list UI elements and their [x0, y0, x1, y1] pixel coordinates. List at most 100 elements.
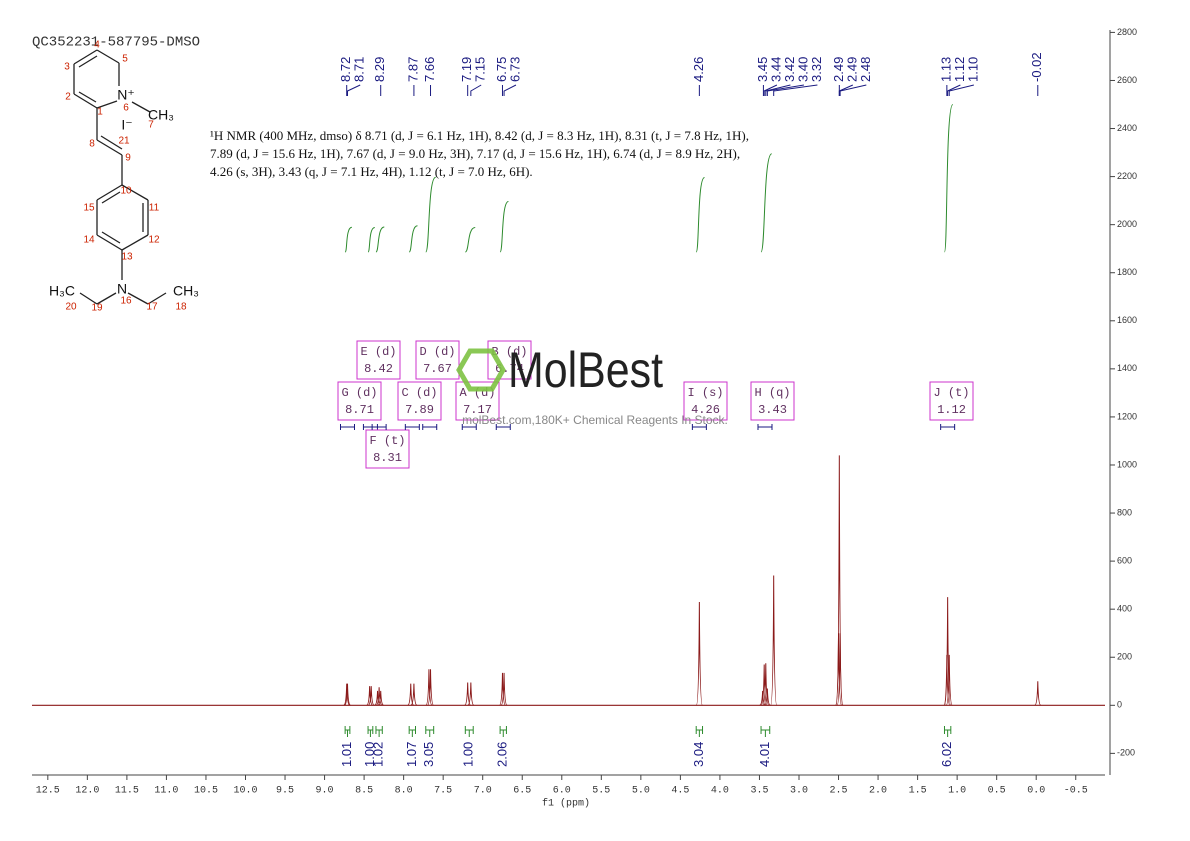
multiplet-shift: 1.12 — [937, 403, 966, 417]
peak — [695, 601, 703, 706]
atom-label: I⁻ — [121, 117, 132, 133]
integral-label: 1.07 — [404, 742, 419, 767]
y-tick-label: 1800 — [1117, 267, 1137, 277]
peak-label-connector — [839, 84, 867, 96]
multiplet-label: B (d) — [491, 345, 527, 359]
atom-number: 20 — [65, 302, 77, 313]
y-tick-label: 2600 — [1117, 75, 1137, 85]
peak-label: 2.48 — [858, 57, 873, 82]
atom-number: 6 — [123, 103, 129, 114]
multiplet-box — [750, 381, 795, 421]
multiplet-shift: 8.31 — [373, 451, 402, 465]
peak-label: 3.42 — [782, 57, 797, 82]
atom-number: 2 — [65, 92, 71, 103]
peak-label: 3.32 — [809, 57, 824, 82]
y-tick-label: 600 — [1117, 555, 1132, 565]
peak-label-connector — [838, 84, 854, 96]
atom-number: 14 — [83, 235, 95, 246]
x-tick-label: 9.5 — [276, 786, 294, 797]
peak-label: 3.40 — [795, 57, 810, 82]
peak — [836, 633, 844, 706]
x-tick-label: 11.0 — [154, 786, 178, 797]
integral-label: 1.01 — [339, 742, 354, 767]
atom-number: 18 — [175, 302, 187, 313]
multiplet-box — [365, 429, 410, 469]
integral-label: 2.06 — [495, 742, 510, 767]
integral-bracket — [344, 726, 351, 737]
y-tick-label: 200 — [1117, 652, 1132, 662]
multiplet-shift: 8.42 — [364, 362, 393, 376]
peak — [410, 683, 418, 706]
peak — [770, 575, 778, 706]
multiplet-marker — [691, 424, 707, 430]
peak-label: 8.29 — [372, 57, 387, 82]
peak-label: 7.87 — [405, 57, 420, 82]
atom-number: 4 — [94, 40, 100, 51]
annotation-line: ¹H NMR (400 MHz, dmso) δ 8.71 (d, J = 6.… — [210, 128, 749, 143]
multiplet-label: G (d) — [341, 386, 377, 400]
y-tick-label: 400 — [1117, 604, 1132, 614]
integral-bracket — [367, 726, 374, 737]
multiplet-marker — [940, 424, 956, 430]
annotation: ¹H NMR (400 MHz, dmso) δ 8.71 (d, J = 6.… — [210, 128, 749, 179]
annotation-line: 7.89 (d, J = 15.6 Hz, 1H), 7.67 (d, J = … — [210, 146, 740, 161]
peak-label: 1.13 — [938, 57, 953, 82]
integral-bracket — [375, 726, 383, 737]
peak — [945, 654, 953, 706]
x-tick-label: 3.5 — [750, 786, 768, 797]
multiplet-box — [337, 381, 382, 421]
peak-label-connector — [948, 84, 974, 96]
x-tick-label: 6.0 — [553, 786, 571, 797]
peak — [1034, 681, 1042, 706]
peak-label: 8.72 — [338, 57, 353, 82]
y-tick-label: 0 — [1117, 700, 1122, 710]
multiplet-label: D (d) — [419, 345, 455, 359]
x-tick-label: 8.0 — [395, 786, 413, 797]
x-tick-label: 4.5 — [671, 786, 689, 797]
x-tick-label: 0.0 — [1027, 786, 1045, 797]
multiplet-marker — [404, 424, 420, 430]
integral-bracket — [425, 726, 435, 737]
peak-label: 7.19 — [459, 57, 474, 82]
multiplet-box — [415, 340, 460, 380]
watermark-tagline: molBest.com,180K+ Chemical Reagents In S… — [462, 413, 728, 427]
atom-number: 21 — [118, 136, 130, 147]
integral-curve — [943, 104, 954, 253]
chart-title: QC352231-587795-DMSO — [32, 35, 200, 51]
peak — [375, 687, 383, 706]
peak-label: 4.26 — [691, 57, 706, 82]
multiplet-marker — [461, 424, 477, 430]
multiplet-marker — [757, 424, 773, 430]
integral-curve — [760, 153, 773, 253]
atom-number: 15 — [83, 203, 95, 214]
atom-number: 16 — [120, 296, 132, 307]
y-tick-label: 800 — [1117, 507, 1132, 517]
atom-number: 7 — [148, 120, 154, 131]
x-tick-label: 0.5 — [988, 786, 1006, 797]
peak-label: 3.45 — [755, 57, 770, 82]
x-tick-label: 10.5 — [194, 786, 218, 797]
peak-label: 7.66 — [422, 57, 437, 82]
atom-label: CH₃ — [148, 107, 174, 123]
multiplet-shift: 7.67 — [423, 362, 452, 376]
integral-label: 3.05 — [421, 742, 436, 767]
x-tick-label: 3.0 — [790, 786, 808, 797]
peak — [762, 663, 770, 706]
logo-hexagon — [456, 348, 506, 392]
atom-label: N — [117, 281, 127, 297]
y-tick-label: 2400 — [1117, 123, 1137, 133]
peak-label-connector — [763, 84, 778, 96]
y-tick-label: 2000 — [1117, 219, 1137, 229]
integral-curve — [375, 226, 385, 253]
y-tick-label: 1400 — [1117, 363, 1137, 373]
atom-number: 1 — [97, 107, 103, 118]
integral-bracket — [695, 726, 704, 737]
x-tick-label: 12.5 — [36, 786, 60, 797]
peak-label-connector — [773, 84, 818, 96]
peak-label: 2.49 — [844, 57, 859, 82]
y-tick-label: -200 — [1117, 748, 1135, 758]
integral-label: 6.02 — [939, 742, 954, 767]
multiplet-marker — [422, 424, 438, 430]
x-tick-label: 11.5 — [115, 786, 139, 797]
atom-number: 19 — [91, 303, 103, 314]
